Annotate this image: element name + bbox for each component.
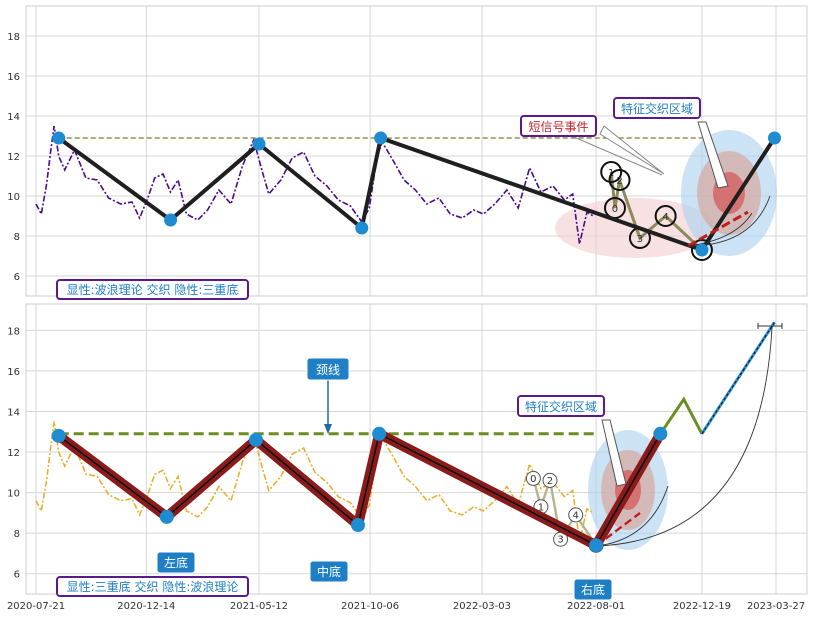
top-small-wave-label: 4 <box>662 212 668 223</box>
bottom-small-wave-point <box>525 470 541 486</box>
bottom-y-tick: 14 <box>7 407 20 418</box>
top-red-dashed-line <box>687 210 749 248</box>
bottom-pattern-marker <box>653 426 668 441</box>
top-small-wave-label: 0 <box>612 204 618 215</box>
top-y-tick-labels: 6 8 10 12 14 16 18 <box>7 32 20 283</box>
bottom-red-dashed-line <box>595 512 641 547</box>
top-wave-marker <box>52 131 66 145</box>
bottom-pattern-marker <box>589 538 604 553</box>
bottom-caption: 显性:三重底 交织 隐性:波浪理论 <box>56 576 249 597</box>
bottom-pattern-marker <box>248 432 263 447</box>
bottom-curve-2 <box>595 327 773 547</box>
bottom-y-tick: 18 <box>7 326 20 337</box>
x-tick-label: 2021-05-12 <box>230 601 288 612</box>
x-tick-label: 2022-03-03 <box>453 601 511 612</box>
bottom-small-wave-label: 4 <box>573 510 579 521</box>
top-wave-marker <box>355 221 369 235</box>
x-tick-label: 2020-12-14 <box>117 601 175 612</box>
top-arrowhead-short-signal <box>599 125 665 175</box>
bottom-pattern-marker <box>159 509 174 524</box>
top-curve-2 <box>687 212 753 247</box>
top-y-tick: 18 <box>7 32 20 43</box>
right-bottom-label: 右底 <box>573 578 613 601</box>
svg-text:显性:三重底 交织 隐性:波浪理论: 显性:三重底 交织 隐性:波浪理论 <box>67 579 239 594</box>
x-tick-label: 2022-12-19 <box>673 601 731 612</box>
bottom-small-wave-label: 0 <box>530 474 536 485</box>
top-y-tick: 10 <box>7 192 20 203</box>
bottom-small-wave-label: 2 <box>547 476 553 487</box>
top-y-tick: 8 <box>14 232 20 243</box>
bottom-y-tick: 8 <box>14 529 20 540</box>
svg-text:短信号事件: 短信号事件 <box>528 120 588 134</box>
bottom-small-wave-point <box>568 507 584 523</box>
top-wave-marker <box>695 243 709 257</box>
svg-text:特征交织区域: 特征交织区域 <box>621 101 693 116</box>
top-small-wave-label: 3 <box>637 234 643 245</box>
top-annotation-zone: 特征交织区域 <box>613 97 701 119</box>
top-wave-marker <box>767 131 781 145</box>
top-annotation-short-signal: 短信号事件 <box>520 115 597 137</box>
top-y-tick: 12 <box>7 152 20 163</box>
top-caption: 显性:波浪理论 交织 隐性:三重底 <box>56 279 249 300</box>
bottom-pattern-marker <box>51 428 66 443</box>
bottom-arrow-zone <box>601 419 627 487</box>
left-bottom-label: 左底 <box>156 551 196 574</box>
bottom-annotation-zone: 特征交织区域 <box>517 395 605 417</box>
svg-text:左底: 左底 <box>164 555 188 570</box>
top-wave-marker <box>252 137 266 151</box>
top-price-series <box>35 125 594 245</box>
neckline-arrowhead <box>324 424 332 434</box>
top-small-wave-point <box>600 161 623 183</box>
bottom-small-wave-label: 1 <box>538 502 544 513</box>
bottom-small-wave-point <box>542 472 558 488</box>
top-small-wave-point <box>608 169 631 191</box>
bottom-grid <box>26 304 807 594</box>
x-tick-labels: 2020-07-21 2020-12-14 2021-05-12 2021-10-06… <box>7 601 805 612</box>
bottom-curve-1 <box>595 485 669 547</box>
top-small-wave-label: 2 <box>616 176 622 187</box>
bottom-projection-core <box>701 322 775 435</box>
top-wave-marker <box>374 131 388 145</box>
bottom-pattern-markers <box>51 426 668 553</box>
svg-text:显性:波浪理论 交织 隐性:三重底: 显性:波浪理论 交织 隐性:三重底 <box>67 282 239 297</box>
bottom-y-tick: 10 <box>7 489 20 500</box>
svg-text:右底: 右底 <box>581 582 605 597</box>
bottom-small-wave-label: 3 <box>557 535 563 546</box>
top-y-tick: 14 <box>7 112 20 123</box>
x-tick-label: 2021-10-06 <box>341 601 399 612</box>
bottom-target-bracket <box>757 323 783 329</box>
bottom-y-tick: 16 <box>7 367 20 378</box>
bottom-y-tick: 6 <box>14 570 20 581</box>
top-small-wave-point <box>690 239 713 261</box>
bottom-y-tick-labels: 6 8 10 12 14 16 18 <box>7 326 20 580</box>
x-tick-label: 2020-07-21 <box>7 601 65 612</box>
top-wave-markers <box>52 131 781 257</box>
bottom-pattern-marker <box>372 426 387 441</box>
svg-text:中底: 中底 <box>317 564 341 579</box>
top-small-wave <box>609 171 703 252</box>
top-y-tick: 6 <box>14 272 20 283</box>
bottom-projection-segment-a <box>659 396 704 435</box>
x-tick-label: 2022-08-01 <box>567 601 625 612</box>
svg-text:特征交织区域: 特征交织区域 <box>525 399 597 414</box>
top-arrow-zone <box>697 121 729 189</box>
middle-bottom-label: 中底 <box>309 560 349 583</box>
top-arrow-short-signal <box>559 130 663 176</box>
top-small-wave-labels: 102345 <box>600 161 713 261</box>
neckline-label: 颈线 <box>306 357 350 381</box>
top-y-tick: 16 <box>7 72 20 83</box>
svg-text:颈线: 颈线 <box>316 363 340 377</box>
top-wave-marker <box>164 213 178 227</box>
bottom-pattern-marker <box>351 518 366 533</box>
x-tick-label: 2023-03-27 <box>747 601 805 612</box>
bottom-y-tick: 12 <box>7 448 20 459</box>
top-small-wave-point <box>654 205 677 227</box>
